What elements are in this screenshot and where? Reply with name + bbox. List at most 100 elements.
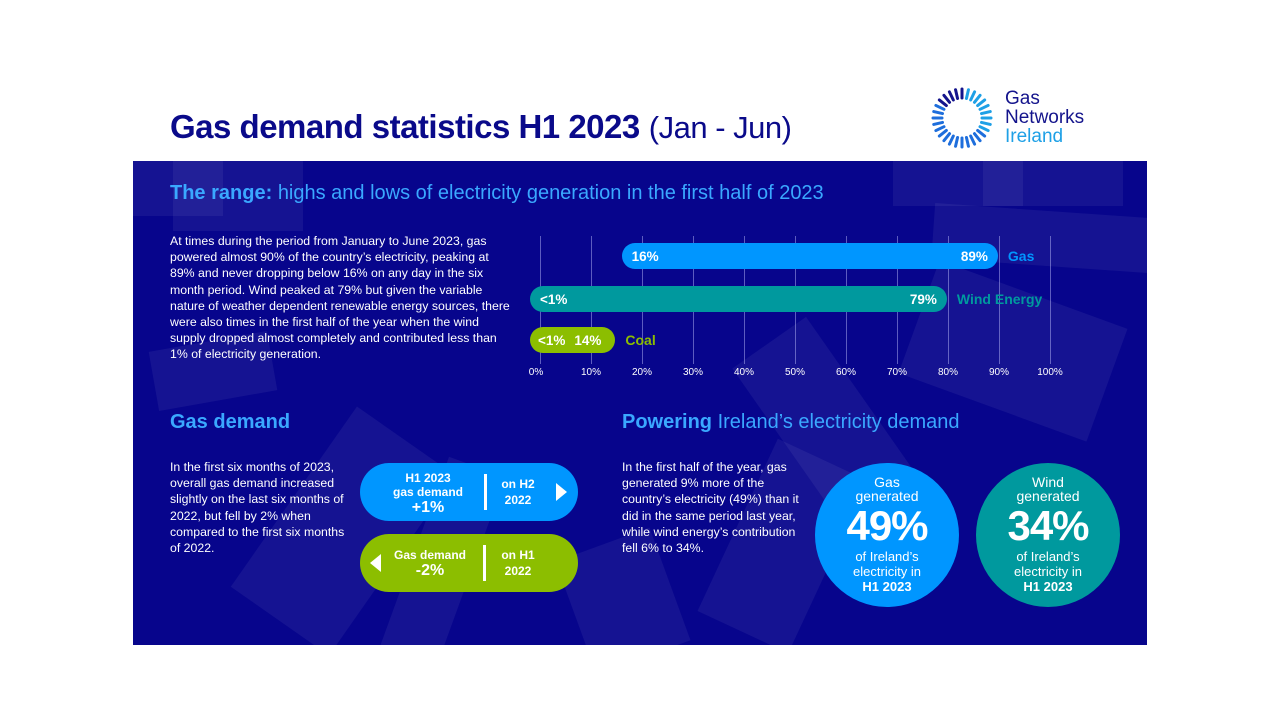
range-paragraph: At times during the period from January … [170,234,510,362]
circle-bot-2: electricity in [853,564,921,579]
logo-line-ireland: Ireland [1005,126,1064,147]
range-bar-coal: <1% 14% [530,327,616,353]
background-tile [983,161,1033,206]
logo-dash [934,125,946,133]
legend-label: Coal [625,332,656,348]
legend-label: Gas [1007,248,1035,264]
pill-up-line1: H1 2023 [405,471,451,485]
bar-max-label: 79% [909,291,937,307]
circle-top-2: generated [1016,488,1080,504]
pill-divider [483,545,486,581]
logo-dash [964,88,970,101]
pill-up-side1: on H2 [501,477,535,491]
logo-dash [969,134,977,146]
logo-dash [942,93,952,104]
logo-dash [972,132,982,143]
bar-min-label: <1% [540,291,568,307]
circle-bot-3: H1 2023 [1023,579,1073,594]
background-tile [173,161,303,231]
arrow-left-icon [370,554,381,572]
logo-line-gas: Gas [1005,88,1040,109]
logo-dash [978,125,990,133]
logo-dash [979,110,992,116]
bar-max-label: 89% [960,248,988,264]
gas-share-circle: Gas generated 49% of Ireland’s electrici… [815,463,959,607]
x-tick-label: 50% [784,367,806,378]
logo-dash [947,134,955,146]
x-tick-label: 80% [937,367,959,378]
circle-top-1: Gas [874,474,900,490]
pill-up-side2: 2022 [504,493,532,507]
logo-dash [964,135,970,148]
powering-heading-light: Ireland’s electricity demand [717,411,960,433]
page-title: Gas demand statistics H1 2023 (Jan - Jun… [170,108,792,146]
title-bold: Gas demand statistics H1 2023 [170,108,640,145]
logo-dash [978,103,990,111]
gas-demand-up-pill: H1 2023 gas demand +1% on H2 2022 [360,463,578,521]
wind-share-circle: Wind generated 34% of Ireland’s electric… [976,463,1120,607]
title-light: (Jan - Jun) [648,110,792,145]
range-heading: The range: highs and lows of electricity… [170,182,824,205]
gas-demand-paragraph: In the first six months of 2023, overall… [170,460,345,556]
pill-down-value: -2% [415,562,445,579]
logo-dash [937,128,948,138]
x-tick-label: 60% [835,367,857,378]
logo-dash [934,103,946,111]
x-tick-label: 90% [988,367,1010,378]
pill-down-side2: 2022 [504,564,532,578]
grid-line [1050,236,1051,364]
range-bar-gas: 16% 89% [621,243,998,269]
circle-top-1: Wind [1032,474,1064,490]
logo-dash [932,120,945,126]
pill-up-line2: gas demand [392,485,464,499]
x-tick-label: 20% [631,367,653,378]
bar-min-label: 16% [631,248,659,264]
x-tick-label: 70% [886,367,908,378]
range-bar-wind-energy: <1% 79% [530,286,947,312]
infographic-panel [133,161,1147,645]
grid-line [999,236,1000,364]
logo-dash [932,110,945,116]
circle-bot-1: of Ireland’s [1016,549,1080,564]
x-tick-label: 30% [682,367,704,378]
legend-label: Wind Energy [956,291,1043,307]
circle-value: 34% [1007,502,1089,549]
logo-dash [979,120,992,126]
bar-min-label: <1% [538,332,566,348]
circle-bot-1: of Ireland’s [855,549,919,564]
radial-dashes-ring-icon [931,87,993,149]
circle-bot-2: electricity in [1014,564,1082,579]
logo-dash [942,132,952,143]
powering-heading-bold: Powering [622,411,713,433]
grid-line [948,236,949,364]
logo-dash [937,98,948,108]
logo-dash [954,88,960,101]
powering-paragraph: In the first half of the year, gas gener… [622,460,799,556]
pill-up-value: +1% [411,499,445,516]
logo-dash [954,135,960,148]
x-tick-label: 40% [733,367,755,378]
logo-dash [969,90,977,102]
circle-top-2: generated [855,488,919,504]
circle-bot-3: H1 2023 [862,579,912,594]
background-tile [893,161,1023,206]
logo-line-networks: Networks [1005,107,1085,128]
logo-dash [976,98,987,108]
pill-down-line1: Gas demand [393,548,467,562]
bar-max-label: 14% [574,332,602,348]
gas-demand-heading: Gas demand [170,411,290,434]
gas-demand-heading-text: Gas demand [170,411,291,433]
background-tile [1033,161,1123,206]
pill-divider [484,474,487,510]
circle-value: 49% [846,502,928,549]
logo: Gas Networks Ireland [1005,89,1084,146]
arrow-right-icon [556,483,567,501]
logo-dash [972,93,982,104]
range-heading-light: highs and lows of electricity generation… [277,182,824,204]
pill-down-side1: on H1 [501,548,535,562]
range-heading-bold: The range: [170,182,273,204]
background-tile [133,161,223,216]
x-tick-label: 10% [580,367,602,378]
logo-dash [976,128,987,138]
x-tick-label: 100% [1037,367,1063,378]
